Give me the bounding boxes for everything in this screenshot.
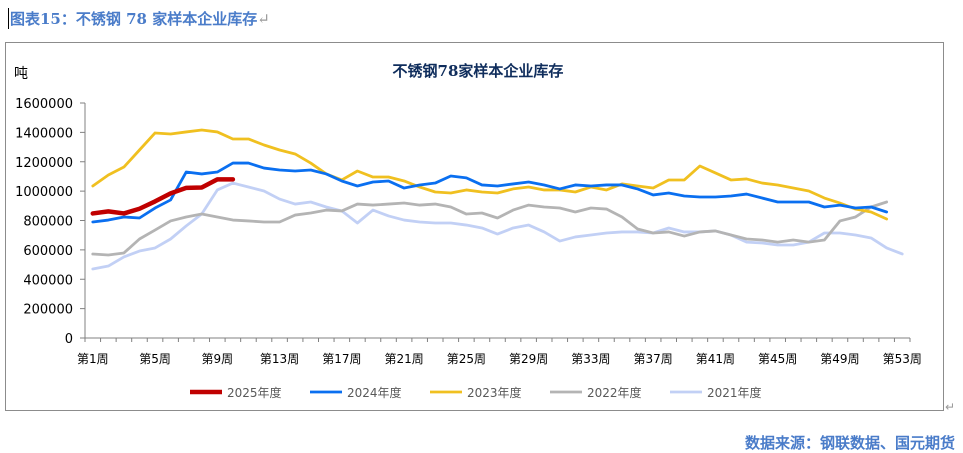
y-axis-unit: 吨 [14,66,28,82]
y-tick-label: 1400000 [15,126,73,141]
y-tick-label: 1000000 [15,185,73,200]
legend-label: 2023年度 [467,385,522,400]
series-line-2021年度 [91,181,904,271]
y-tick-label: 600000 [23,244,73,259]
x-tick-label: 第33周 [571,352,610,366]
x-tick-label: 第9周 [201,352,233,366]
x-tick-label: 第45周 [758,352,797,366]
x-tick-label: 第53周 [883,352,922,366]
chart-frame [5,42,944,411]
x-tick-label: 第1周 [77,352,109,366]
x-tick-label: 第41周 [696,352,735,366]
y-tick-label: 0 [65,332,73,347]
x-tick-label: 第49周 [820,352,859,366]
legend-label: 2025年度 [227,385,282,400]
figure-caption: 图表15：不锈钢 78 家样本企业库存↵ [8,8,270,29]
x-tick-label: 第13周 [260,352,299,366]
legend-label: 2024年度 [347,385,402,400]
series-line-2023年度 [91,128,889,221]
series-line-2022年度 [91,200,889,257]
series-line-2024年度 [91,161,889,224]
paragraph-mark-icon: ↵ [257,10,270,28]
legend-label: 2022年度 [587,385,642,400]
data-source: 数据来源：钢联数据、国元期货 [744,434,955,452]
x-tick-label: 第5周 [139,352,171,366]
y-tick-label: 800000 [23,215,73,230]
x-tick-label: 第37周 [634,352,673,366]
x-tick-label: 第21周 [384,352,423,366]
y-tick-label: 200000 [23,303,73,318]
caption-text: 图表15：不锈钢 78 家样本企业库存 [10,10,258,28]
x-tick-label: 第17周 [322,352,361,366]
legend-label: 2021年度 [707,385,762,400]
paragraph-mark-icon: ↵ [945,400,956,414]
y-tick-label: 400000 [23,273,73,288]
x-tick-label: 第29周 [509,352,548,366]
chart-title: 不锈钢78家样本企业库存 [393,62,564,80]
x-tick-label: 第25周 [447,352,486,366]
y-tick-label: 1200000 [15,156,73,171]
series-line-2025年度 [90,177,236,216]
y-tick-label: 1600000 [15,97,73,112]
